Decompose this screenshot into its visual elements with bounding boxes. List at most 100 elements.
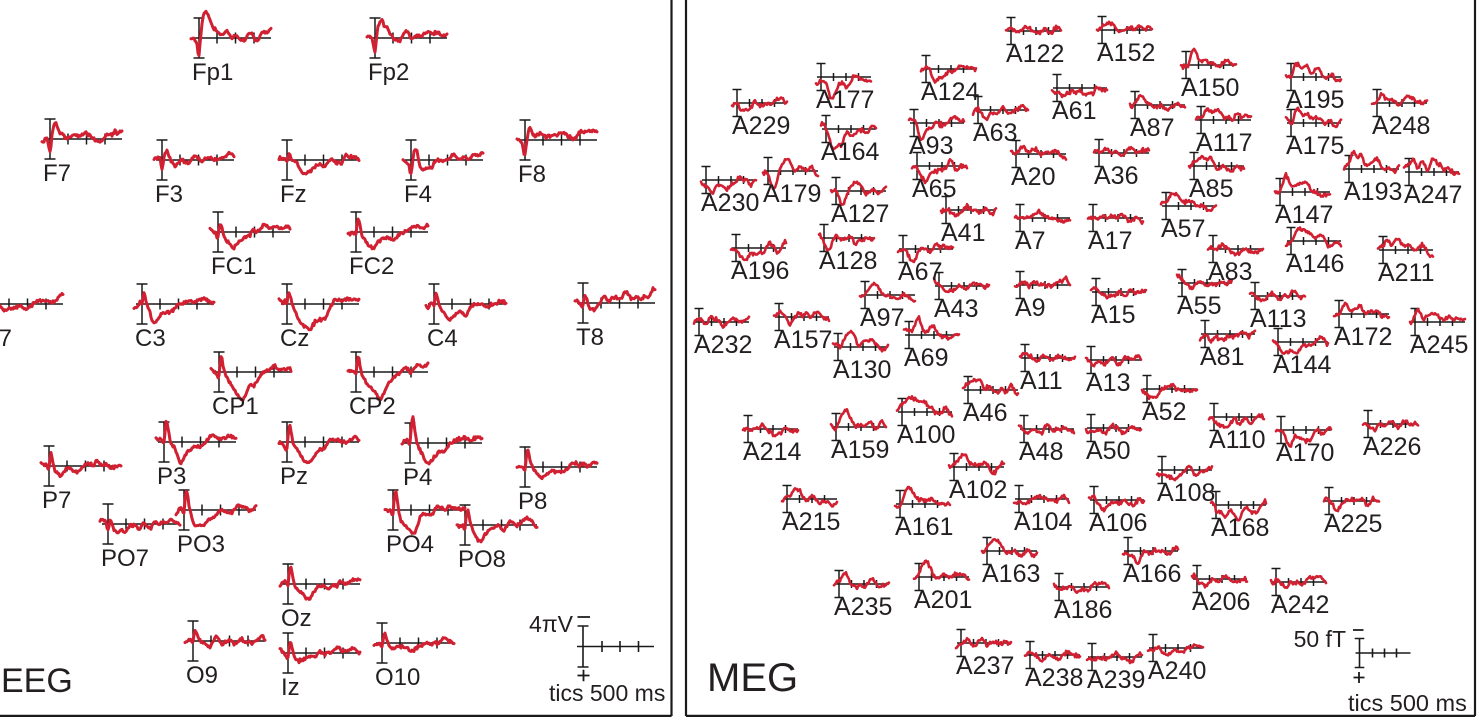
svg-text:A238: A238 <box>1025 664 1083 692</box>
svg-text:A201: A201 <box>914 586 972 614</box>
svg-text:A87: A87 <box>1130 114 1174 142</box>
svg-text:C4: C4 <box>427 325 458 352</box>
svg-text:A83: A83 <box>1208 258 1252 286</box>
svg-text:T8: T8 <box>576 324 604 351</box>
svg-text:A113: A113 <box>1250 305 1307 333</box>
svg-text:P8: P8 <box>518 488 547 515</box>
svg-text:50 fT: 50 fT <box>1294 626 1346 652</box>
svg-text:A122: A122 <box>1006 40 1064 68</box>
svg-text:A214: A214 <box>743 438 801 466</box>
svg-text:A163: A163 <box>982 560 1040 588</box>
svg-text:A206: A206 <box>1192 588 1250 616</box>
svg-text:A232: A232 <box>694 331 752 359</box>
svg-text:A157: A157 <box>774 326 832 354</box>
svg-text:A46: A46 <box>963 399 1007 427</box>
svg-text:CP1: CP1 <box>212 393 259 420</box>
svg-text:A117: A117 <box>1196 129 1253 157</box>
svg-text:FC1: FC1 <box>211 253 256 280</box>
svg-text:A211: A211 <box>1378 259 1435 287</box>
svg-text:A235: A235 <box>834 593 892 621</box>
svg-text:A150: A150 <box>1181 74 1239 102</box>
svg-text:A170: A170 <box>1276 439 1334 467</box>
svg-text:A175: A175 <box>1286 132 1344 160</box>
svg-text:A195: A195 <box>1286 86 1344 114</box>
svg-text:F3: F3 <box>155 181 183 208</box>
svg-text:A41: A41 <box>941 219 985 247</box>
svg-text:C3: C3 <box>135 325 166 352</box>
svg-text:PO4: PO4 <box>386 531 434 558</box>
svg-text:A229: A229 <box>732 112 790 140</box>
svg-text:A225: A225 <box>1324 510 1382 538</box>
svg-text:A52: A52 <box>1142 398 1186 426</box>
svg-text:A237: A237 <box>956 652 1014 680</box>
svg-text:P3: P3 <box>157 463 186 490</box>
svg-text:PO3: PO3 <box>177 531 225 558</box>
svg-text:A7: A7 <box>1015 227 1046 255</box>
svg-text:A161: A161 <box>895 513 953 541</box>
svg-text:A177: A177 <box>816 86 874 114</box>
svg-text:A65: A65 <box>912 175 956 203</box>
svg-text:A15: A15 <box>1091 301 1135 329</box>
svg-text:A50: A50 <box>1086 437 1130 465</box>
svg-text:A124: A124 <box>921 78 979 106</box>
svg-text:A215: A215 <box>782 508 840 536</box>
svg-text:A240: A240 <box>1148 657 1206 685</box>
svg-text:tics 500 ms: tics 500 ms <box>549 680 665 706</box>
svg-text:A164: A164 <box>821 138 879 166</box>
svg-text:A11: A11 <box>1020 367 1063 395</box>
svg-text:A102: A102 <box>949 476 1007 504</box>
svg-text:A43: A43 <box>934 295 978 323</box>
svg-text:P4: P4 <box>403 464 432 491</box>
svg-text:MEG: MEG <box>707 656 798 700</box>
svg-text:A226: A226 <box>1363 433 1421 461</box>
svg-text:4πV: 4πV <box>529 611 574 637</box>
svg-text:A93: A93 <box>909 132 953 160</box>
svg-text:A186: A186 <box>1054 596 1112 624</box>
svg-text:A20: A20 <box>1011 163 1055 191</box>
svg-text:A63: A63 <box>973 119 1017 147</box>
svg-text:A127: A127 <box>831 200 889 228</box>
svg-text:A239: A239 <box>1087 666 1145 694</box>
svg-text:A193: A193 <box>1344 178 1402 206</box>
svg-text:A247: A247 <box>1404 181 1462 209</box>
svg-text:A57: A57 <box>1161 215 1205 243</box>
svg-text:A106: A106 <box>1089 509 1147 537</box>
svg-text:A152: A152 <box>1097 39 1155 67</box>
svg-text:Pz: Pz <box>280 463 308 490</box>
svg-text:A55: A55 <box>1177 292 1221 320</box>
svg-text:PO7: PO7 <box>101 545 149 572</box>
svg-text:A108: A108 <box>1157 479 1215 507</box>
svg-text:A230: A230 <box>701 189 759 217</box>
svg-text:A245: A245 <box>1410 331 1468 359</box>
svg-text:A130: A130 <box>833 356 891 384</box>
svg-text:A9: A9 <box>1015 294 1046 322</box>
svg-text:Fz: Fz <box>280 181 307 208</box>
svg-text:A248: A248 <box>1372 112 1430 140</box>
svg-text:P7: P7 <box>42 487 71 514</box>
svg-text:EEG: EEG <box>1 662 73 700</box>
svg-text:CP2: CP2 <box>349 393 396 420</box>
svg-text:F7: F7 <box>43 160 71 187</box>
svg-text:F8: F8 <box>518 161 546 188</box>
svg-text:O9: O9 <box>186 662 218 689</box>
svg-text:PO8: PO8 <box>458 546 506 573</box>
svg-text:A13: A13 <box>1086 369 1130 397</box>
svg-text:A97: A97 <box>860 304 904 332</box>
svg-text:T7: T7 <box>0 325 12 352</box>
svg-text:Iz: Iz <box>281 674 300 701</box>
svg-text:A242: A242 <box>1271 591 1329 619</box>
svg-text:Fp2: Fp2 <box>368 59 409 86</box>
svg-text:A48: A48 <box>1019 438 1063 466</box>
svg-text:A168: A168 <box>1211 514 1269 542</box>
svg-text:A172: A172 <box>1334 323 1392 351</box>
svg-text:A159: A159 <box>831 436 889 464</box>
svg-text:A61: A61 <box>1052 97 1096 125</box>
svg-text:A69: A69 <box>904 344 948 372</box>
svg-text:A144: A144 <box>1273 351 1331 379</box>
svg-text:A85: A85 <box>1189 175 1233 203</box>
svg-text:A100: A100 <box>897 421 955 449</box>
svg-text:Cz: Cz <box>280 325 309 352</box>
svg-text:A166: A166 <box>1123 560 1181 588</box>
svg-text:A196: A196 <box>731 257 789 285</box>
svg-text:F4: F4 <box>404 181 432 208</box>
